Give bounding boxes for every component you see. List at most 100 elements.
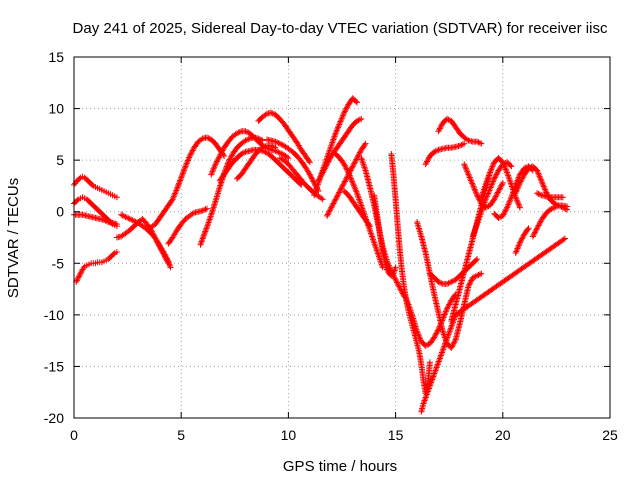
data-point [184, 157, 191, 164]
data-point [341, 178, 348, 185]
data-point [351, 160, 358, 167]
data-point [236, 128, 243, 135]
data-point [335, 190, 342, 197]
data-point [276, 140, 283, 147]
data-point [243, 136, 250, 143]
data-point [483, 193, 490, 200]
data-point [176, 180, 183, 187]
data-point [164, 256, 171, 263]
x-tick-label: 0 [70, 427, 78, 443]
data-point [466, 173, 473, 180]
data-point [308, 174, 315, 181]
data-point [518, 177, 525, 184]
data-point [513, 248, 520, 255]
y-tick-label: -5 [52, 255, 65, 271]
data-point [414, 328, 421, 335]
data-point [210, 167, 217, 174]
data-point [424, 157, 431, 164]
data-point [504, 204, 511, 211]
data-point [467, 176, 474, 183]
data-point [243, 128, 250, 135]
data-point [501, 210, 508, 217]
data-point [403, 297, 410, 304]
data-point [467, 278, 474, 285]
data-point [181, 164, 188, 171]
data-point [540, 182, 547, 189]
data-point [167, 264, 174, 271]
data-point [519, 234, 526, 241]
series-arc-6 [118, 211, 174, 271]
data-point [308, 175, 315, 182]
data-point [123, 214, 130, 221]
data-point [436, 125, 443, 132]
data-point [476, 139, 483, 146]
data-point [474, 138, 481, 145]
data-point [513, 197, 520, 204]
data-point [475, 139, 482, 146]
data-point [516, 179, 523, 186]
data-point [437, 124, 444, 131]
data-point [309, 177, 316, 184]
data-point [325, 158, 332, 165]
data-point [517, 178, 524, 185]
data-point [442, 310, 449, 317]
data-point [331, 197, 338, 204]
plot-frame [73, 56, 611, 419]
data-point [340, 181, 347, 188]
data-point [339, 114, 346, 121]
data-point [551, 204, 558, 211]
data-point [444, 280, 451, 287]
data-point [552, 203, 559, 210]
data-point [318, 170, 325, 177]
data-point [326, 155, 333, 162]
data-point [434, 327, 441, 334]
data-point [499, 212, 506, 219]
data-point [352, 98, 359, 105]
data-point [125, 215, 132, 222]
series-arc-20 [341, 188, 373, 230]
data-point [341, 109, 348, 116]
data-point [341, 108, 348, 115]
data-point [77, 270, 84, 277]
data-point [321, 166, 328, 173]
data-point [276, 149, 283, 156]
data-point [307, 172, 314, 179]
data-point [535, 190, 542, 197]
data-point [285, 155, 292, 162]
axes: 0 5 10 15 20 25 -20 -15 -10 -5 0 5 10 15 [44, 49, 618, 443]
data-point [445, 302, 452, 309]
data-point [534, 223, 541, 230]
data-point [350, 161, 357, 168]
data-point [461, 162, 468, 169]
data-point [505, 200, 512, 207]
data-point [416, 334, 423, 341]
data-point [494, 190, 501, 197]
data-point [217, 151, 224, 158]
series-arc-19 [332, 150, 386, 271]
data-point [161, 249, 168, 256]
data-point [501, 208, 508, 215]
data-point [329, 201, 336, 208]
data-point [262, 143, 269, 150]
series-arc-15 [276, 155, 326, 203]
data-point [500, 211, 507, 218]
data-point [445, 116, 452, 123]
data-point [180, 169, 187, 176]
data-point [319, 169, 326, 176]
data-point [538, 177, 545, 184]
data-point [174, 183, 181, 190]
data-point [542, 186, 549, 193]
data-point [163, 255, 170, 262]
data-point [474, 256, 481, 263]
data-point [318, 195, 325, 202]
data-point [324, 159, 331, 166]
data-point [512, 190, 519, 197]
data-point [173, 186, 180, 193]
data-point [488, 166, 495, 173]
data-point [203, 134, 210, 141]
data-point [168, 197, 175, 204]
data-point [262, 111, 269, 118]
data-point [171, 191, 178, 198]
data-point [394, 280, 401, 287]
data-point [415, 332, 422, 339]
